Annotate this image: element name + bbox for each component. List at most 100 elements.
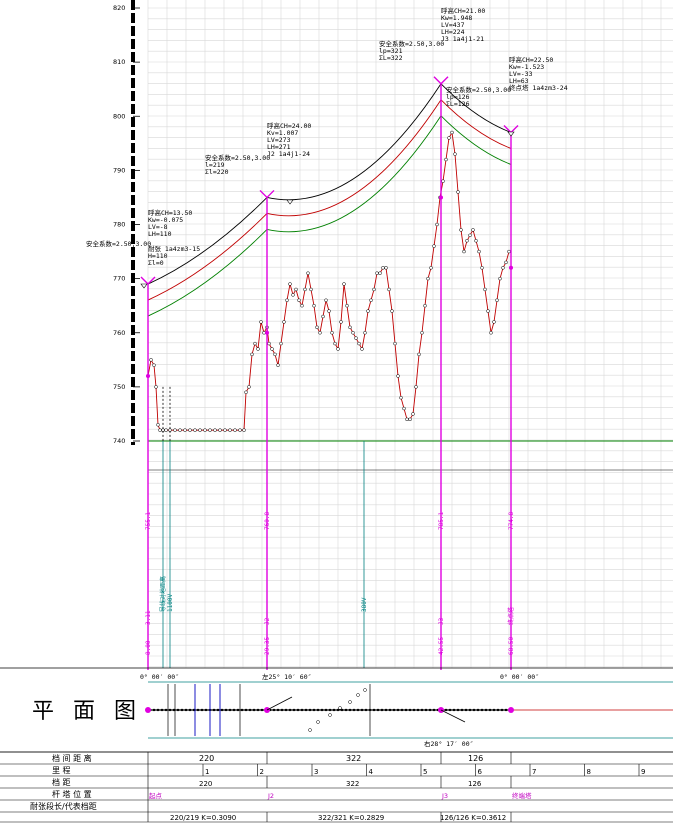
route-node [472, 708, 476, 712]
route-node [196, 708, 200, 712]
tower3-param: 呼高CH=21.00 [441, 6, 485, 15]
tower-cross [510, 124, 519, 133]
span-length: 322 [346, 780, 359, 788]
route-node [428, 708, 432, 712]
tower-vlabel: 29.35 [264, 637, 271, 655]
survey-point [459, 228, 463, 232]
survey-point [462, 249, 466, 254]
y-tick-label: 810 [113, 58, 125, 66]
route-node [336, 708, 340, 712]
route-node [184, 708, 188, 712]
table-row-label: 档 距 [52, 777, 71, 787]
mileage-label: 7 [532, 768, 536, 776]
plan-point [338, 706, 342, 710]
tower1-anno: Σl=0 [148, 259, 164, 267]
conductor-low [266, 115, 442, 233]
tower-vlabel: 42.55 [438, 637, 445, 655]
survey-point [420, 331, 424, 335]
route-node [172, 708, 176, 712]
vertical-labels: 755.1 8.00 3.11 760.8 29.35 J2 785.1 42.55 J3 774… [145, 512, 515, 655]
route-node [204, 708, 208, 712]
survey-point [366, 309, 370, 313]
survey-point [158, 428, 162, 432]
span-length: 220 [199, 780, 212, 788]
survey-point [345, 303, 349, 308]
annotations: 安全系数=2.50,3.00呼高CH=13.50Kw=-0.075LV=-8LH… [86, 6, 568, 289]
survey-point [256, 347, 260, 351]
route-node [308, 708, 312, 712]
safety-factor-1: 安全系数=2.50,3.00 [86, 239, 151, 248]
survey-point [309, 287, 313, 292]
survey-point [173, 428, 177, 432]
survey-point [183, 428, 187, 432]
route-node [492, 708, 496, 712]
y-tick-label: 770 [113, 275, 125, 283]
tower-position: 终端塔 [512, 791, 532, 800]
conductor-mid [266, 99, 442, 217]
survey-point [279, 341, 283, 346]
survey-point [188, 428, 192, 432]
survey-point [282, 320, 286, 324]
route-node [252, 708, 256, 712]
plan-point [348, 700, 352, 704]
mileage-label: 4 [369, 768, 374, 776]
route-node [364, 708, 368, 712]
route-node [188, 708, 192, 712]
route-node [396, 708, 400, 712]
survey-point [504, 260, 508, 265]
tower3-param: LV=437 [441, 21, 465, 29]
route-node [156, 708, 160, 712]
plan-title: 平 面 图 [32, 699, 142, 724]
survey-point [456, 190, 460, 194]
survey-point [294, 287, 298, 292]
table-row-label: 里 程 [52, 766, 71, 775]
route-node [276, 708, 280, 712]
survey-point [375, 271, 379, 275]
route-node [216, 708, 220, 712]
tower-cross [503, 124, 512, 133]
route-node [244, 708, 248, 712]
survey-point [387, 287, 391, 292]
survey-point [339, 320, 343, 324]
plan-view: 平 面 图 0° 00′ 00″ 左25° 10′ 60″ 0° 00′ 00″ 右28… [0, 667, 673, 753]
conductor-low [440, 115, 512, 165]
tower-cross [259, 189, 268, 198]
survey-point [408, 417, 412, 422]
survey-point [480, 266, 484, 270]
crossing-vlabel: 导线对地距离 [159, 576, 167, 612]
mileage-label: 1 [205, 768, 209, 776]
route-node [388, 708, 392, 712]
survey-point [477, 249, 481, 254]
angle-j2: 左25° 10′ 60″ [262, 672, 312, 681]
mileage-label: 9 [641, 768, 645, 776]
route-node [152, 708, 156, 712]
route-node [372, 708, 376, 712]
survey-point [321, 314, 325, 319]
route-node [164, 708, 168, 712]
survey-point [178, 428, 182, 432]
span-distance: 220 [199, 754, 214, 763]
span4-anno: lp=126 [446, 93, 470, 101]
survey-point [242, 428, 246, 432]
route-node [500, 708, 504, 712]
mileage-label: 2 [260, 768, 264, 776]
conductor-curves [147, 83, 512, 317]
survey-point [414, 385, 418, 389]
route-node [328, 708, 332, 712]
towers [140, 76, 519, 670]
route-node [224, 708, 228, 712]
route-node [348, 708, 352, 712]
survey-point [253, 341, 257, 346]
survey-point [468, 233, 472, 238]
route-node [400, 708, 404, 712]
survey-point [203, 428, 207, 432]
survey-point [363, 331, 367, 335]
tower-vlabel: J3 [438, 617, 445, 625]
route-node [424, 708, 428, 712]
tower2-param: Kv=1.007 [267, 129, 298, 137]
tower1-param: Kw=-0.075 [148, 216, 183, 224]
route-node [488, 708, 492, 712]
survey-point [303, 287, 307, 292]
terrain-line [147, 131, 510, 431]
